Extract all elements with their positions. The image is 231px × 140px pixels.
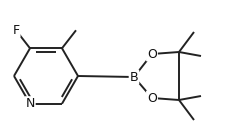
Text: O: O <box>147 92 157 104</box>
Text: N: N <box>25 97 35 110</box>
Text: B: B <box>130 71 138 83</box>
Text: F: F <box>12 24 20 37</box>
Text: O: O <box>147 47 157 60</box>
